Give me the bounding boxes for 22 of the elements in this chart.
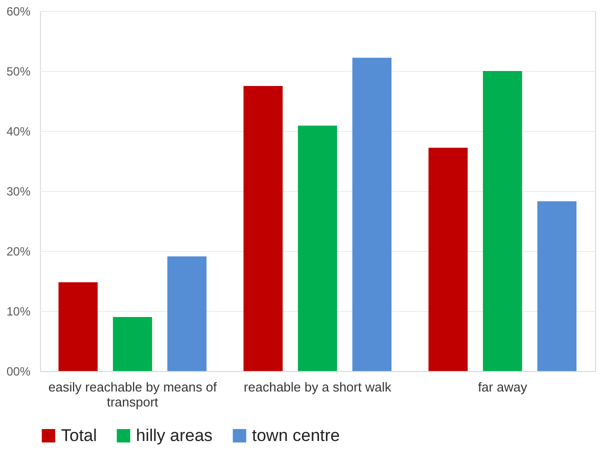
bar <box>112 317 152 371</box>
y-tick-label: 20% <box>6 244 31 258</box>
y-tick-label: 30% <box>6 184 31 198</box>
bar <box>298 126 338 371</box>
legend-label: town centre <box>252 426 340 445</box>
bar <box>428 148 468 371</box>
x-tick-label: far away <box>478 380 528 394</box>
bar <box>482 71 522 371</box>
y-tick-label: 40% <box>6 124 31 138</box>
y-tick-label: 10% <box>6 304 31 318</box>
legend-label: Total <box>61 426 97 445</box>
y-tick-label: 60% <box>6 4 31 18</box>
legend-label: hilly areas <box>136 426 213 445</box>
bar <box>352 58 392 371</box>
x-tick-label: reachable by a short walk <box>244 380 392 394</box>
bar <box>167 256 206 371</box>
y-tick-label: 50% <box>6 64 31 78</box>
y-tick-label: 00% <box>6 364 31 378</box>
bar <box>58 282 98 371</box>
x-tick-label: easily reachable by means of transport <box>48 380 218 410</box>
bar <box>537 201 576 371</box>
bar <box>244 86 283 371</box>
